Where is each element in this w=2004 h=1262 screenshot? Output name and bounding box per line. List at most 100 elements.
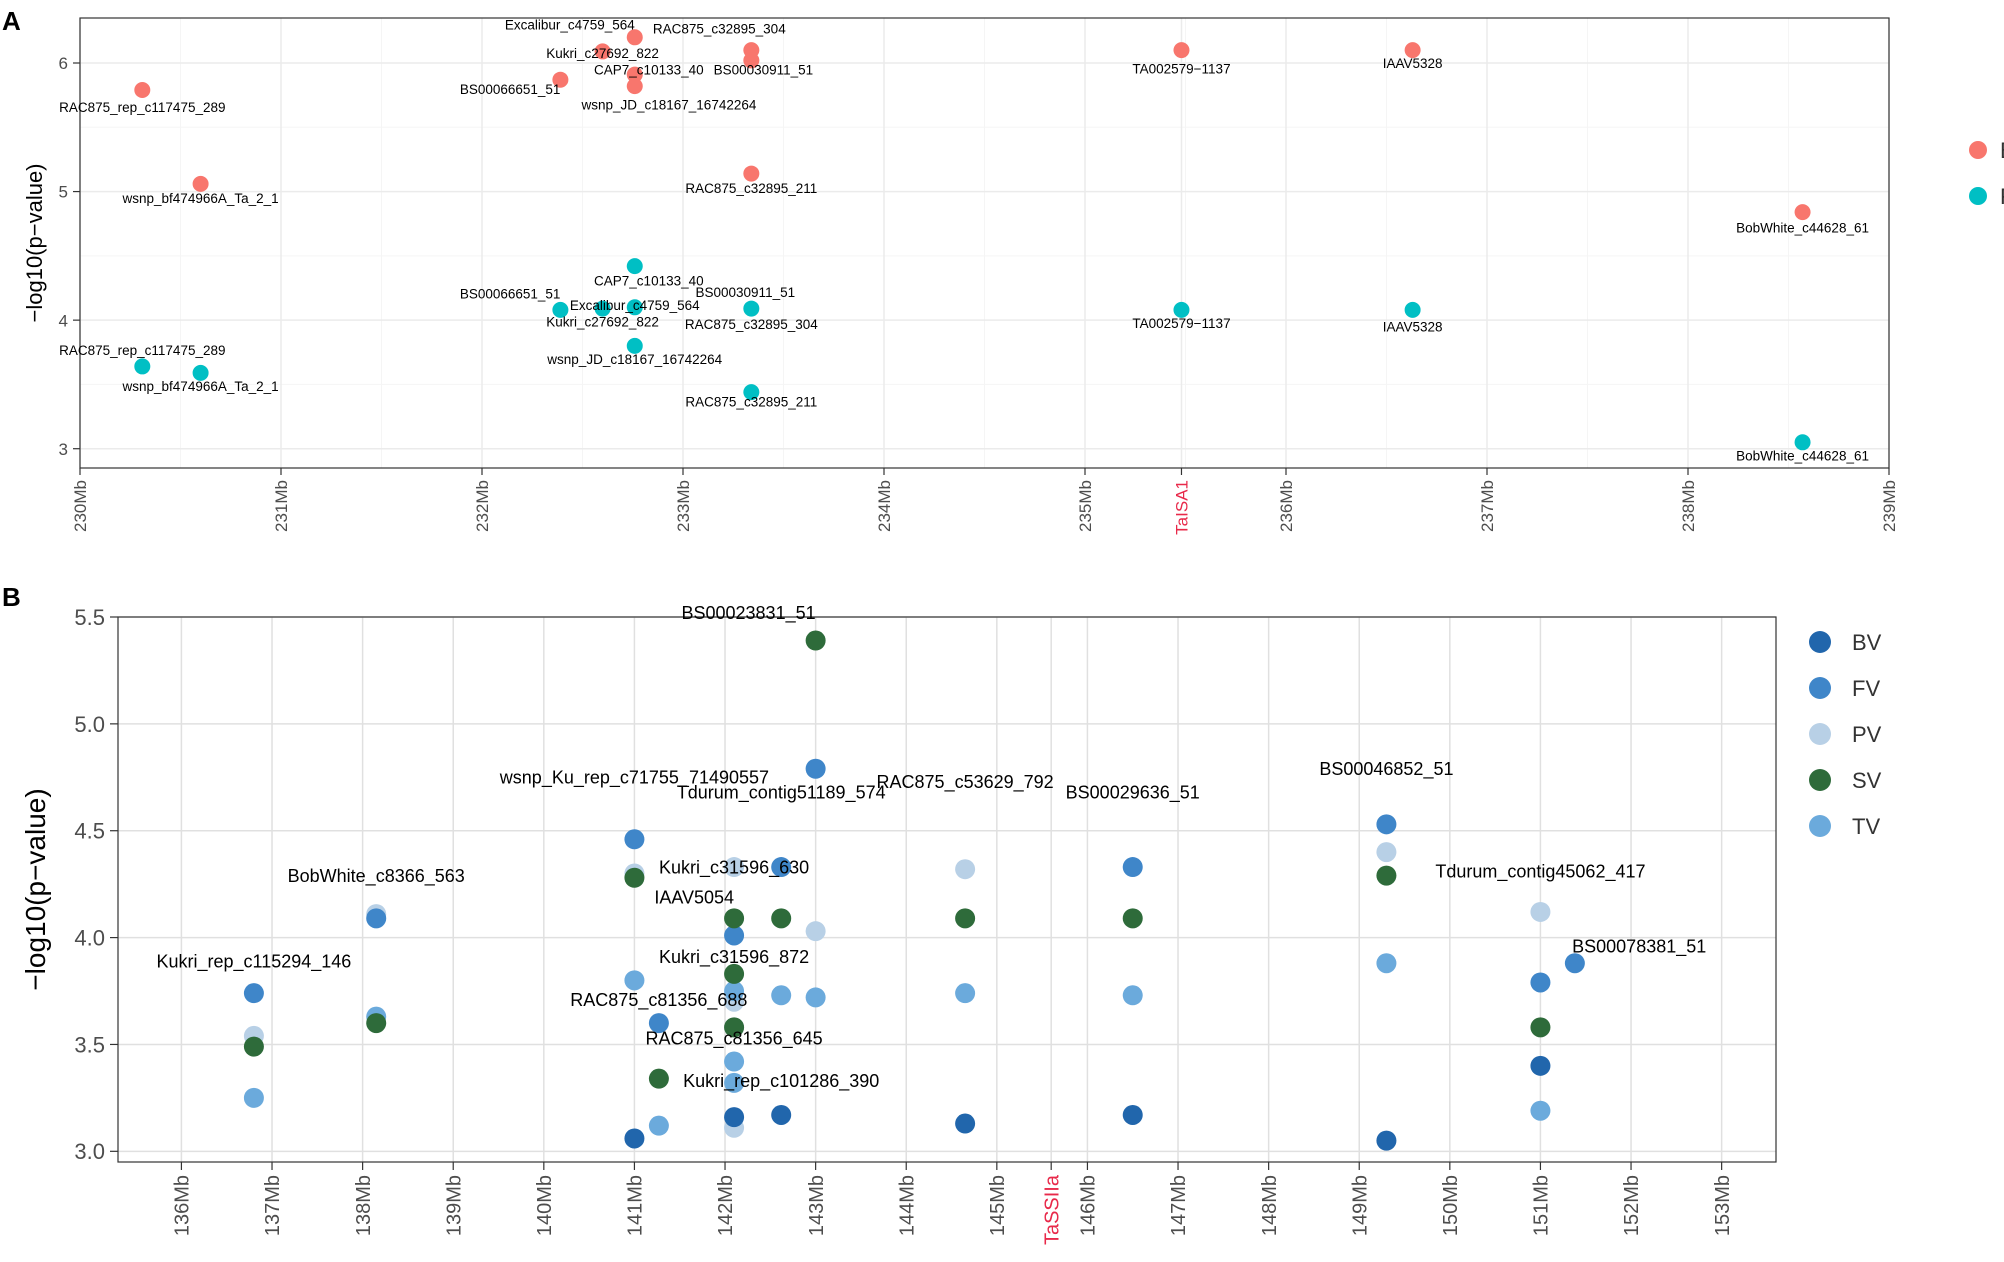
legend-key-fv	[1969, 187, 1987, 205]
legend-key-bv	[1809, 631, 1831, 653]
y-tick-label: 4.0	[74, 926, 105, 951]
x-tick-label: 138Mb	[353, 1175, 375, 1236]
y-tick-label: 5.0	[74, 712, 105, 737]
point-label: Kukri_c27692_822	[546, 315, 659, 330]
point-label: BS00029636_51	[1066, 783, 1200, 804]
legend: BV FV PV SV TV	[1809, 630, 1882, 839]
point-label: BobWhite_c8366_563	[288, 866, 465, 887]
point-label: CAP7_c10133_40	[594, 273, 704, 288]
data-point-tv	[724, 1051, 745, 1072]
y-axis-title: −log10(p−value)	[20, 788, 51, 990]
data-point-sv	[771, 908, 792, 929]
data-point-fv	[594, 300, 611, 317]
data-point-bv	[552, 71, 569, 88]
data-point-bv	[955, 1113, 976, 1134]
data-point-tv	[805, 987, 826, 1008]
point-label: RAC875_rep_c117475_289	[59, 343, 225, 358]
data-point-fv	[743, 300, 760, 317]
y-tick-label: 6	[59, 54, 68, 73]
data-point-bv	[134, 82, 151, 98]
plot-border	[117, 616, 1777, 1163]
data-point-bv	[724, 1107, 745, 1128]
data-point-pv	[1376, 842, 1397, 863]
x-tick-label: 145Mb	[987, 1175, 1009, 1236]
data-point-fv	[626, 299, 643, 316]
y-tick-label: 4.5	[74, 819, 105, 844]
legend-key-fv	[1809, 677, 1831, 699]
point-label: RAC875_c32895_304	[653, 21, 786, 36]
x-tick-label: 139Mb	[443, 1175, 465, 1236]
legend-key-pv	[1809, 723, 1831, 745]
data-points	[243, 630, 1585, 1151]
panel-a: A 3 4 5 6 230Mb 231Mb 232Mb 233Mb 234Mb 235Mb 236Mb…	[2, 6, 2004, 535]
x-tick-label: 140Mb	[534, 1175, 556, 1236]
data-point-fv	[552, 301, 569, 318]
data-point-fv	[243, 983, 264, 1004]
x-tick-label: 144Mb	[896, 1175, 918, 1236]
point-label: BS00066651_51	[460, 286, 561, 301]
data-point-fv	[724, 925, 745, 946]
point-label: Kukri_c31596_630	[659, 857, 809, 878]
point-label: BobWhite_c44628_61	[1736, 448, 1869, 463]
data-point-bv	[594, 43, 611, 60]
legend-label: BV	[2000, 138, 2004, 163]
y-tick-label: 5	[59, 183, 68, 202]
point-label: Excalibur_c4759_564	[570, 298, 700, 313]
data-point-sv	[1376, 865, 1397, 886]
legend-key-tv	[1809, 815, 1831, 837]
plot-border	[79, 17, 1890, 469]
x-tick-label: 151Mb	[1531, 1175, 1553, 1236]
data-point-sv	[724, 908, 745, 929]
data-point-bv	[771, 1104, 792, 1125]
point-label: wsnp_JD_c18167_16742264	[546, 352, 722, 367]
point-label: BS00030911_51	[696, 285, 796, 300]
data-point-bv	[626, 29, 643, 46]
data-point-fv	[771, 857, 792, 878]
data-point-bv	[1122, 1104, 1143, 1125]
point-label: IAAV5328	[1383, 56, 1443, 71]
data-point-sv	[366, 1013, 387, 1034]
data-point-sv	[243, 1036, 264, 1057]
data-point-bv	[743, 165, 760, 182]
data-point-bv	[1173, 42, 1190, 59]
point-label: wsnp_JD_c18167_16742264	[580, 97, 756, 112]
data-point-sv	[1122, 908, 1143, 929]
point-label: RAC875_rep_c117475_289	[59, 100, 225, 115]
y-tick-label: 3.0	[74, 1139, 105, 1164]
x-tick-label: 237Mb	[1478, 480, 1497, 532]
data-point-fv	[648, 1013, 669, 1034]
point-label: RAC875_c32895_211	[685, 394, 817, 409]
data-point-bv	[626, 78, 643, 95]
point-label: TA002579−1137	[1132, 316, 1230, 331]
data-point-fv	[192, 364, 209, 381]
point-label: BS00078381_51	[1572, 937, 1706, 958]
data-point-tv	[1122, 985, 1143, 1006]
x-tick-label: 143Mb	[806, 1175, 828, 1236]
x-tick-label: 238Mb	[1679, 480, 1698, 532]
data-point-bv	[1794, 204, 1811, 221]
x-tick-label: 148Mb	[1259, 1175, 1281, 1236]
x-tick-label: 236Mb	[1277, 480, 1296, 532]
data-point-pv	[724, 857, 745, 878]
data-point-tv	[724, 981, 745, 1002]
point-label: Kukri_c27692_822	[546, 46, 659, 61]
data-point-sv	[724, 963, 745, 984]
point-label: Kukri_rep_c115294_146	[156, 952, 351, 973]
x-tick-label: 230Mb	[71, 480, 90, 532]
x-tick-label: 239Mb	[1880, 480, 1899, 532]
data-point-fv	[805, 758, 826, 779]
point-label: Kukri_rep_c101286_390	[683, 1071, 879, 1092]
point-label: Kukri_c31596_872	[659, 947, 809, 968]
data-point-pv	[955, 859, 976, 880]
data-point-tv	[1376, 953, 1397, 974]
data-point-sv	[805, 630, 826, 651]
x-tick-label: 231Mb	[272, 480, 291, 532]
x-tick-label: 146Mb	[1078, 1175, 1100, 1236]
point-label: BS00066651_51	[460, 82, 561, 97]
legend-label: FV	[1852, 676, 1880, 701]
data-point-sv	[955, 908, 976, 929]
data-point-fv	[1173, 301, 1190, 318]
y-tick-label: 3.5	[74, 1032, 105, 1057]
panel-label: B	[2, 582, 21, 612]
